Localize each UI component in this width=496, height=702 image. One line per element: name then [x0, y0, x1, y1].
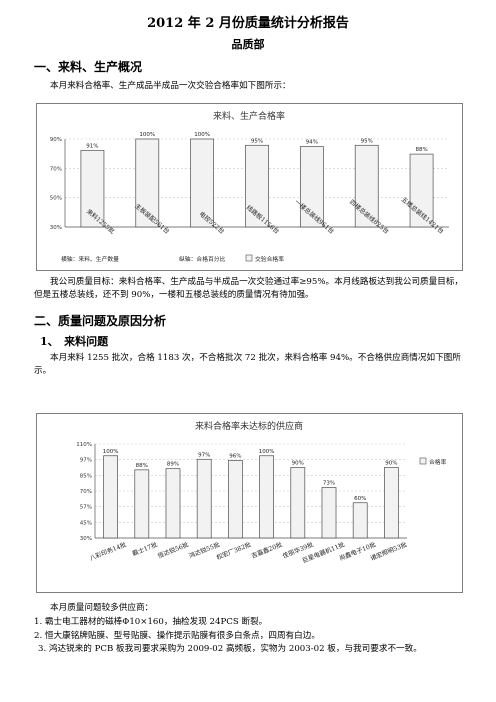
data-label: 60%: [354, 496, 366, 502]
bar: [290, 467, 306, 539]
data-label: 94%: [306, 140, 318, 146]
y-tick-label: 90%: [50, 137, 62, 143]
y-axis-caption: 纵轴：合格百分比: [179, 255, 226, 263]
data-label: 100%: [194, 132, 210, 138]
data-label: 97%: [198, 452, 210, 458]
data-label: 91%: [86, 143, 98, 149]
y-tick-label: 110%: [76, 442, 92, 448]
bar: [196, 458, 212, 539]
data-label: 89%: [167, 462, 179, 468]
problem-item: 3. 鸿达锐来的 PCB 板我司要求采购为 2009-02 高频板，实物为 20…: [38, 644, 422, 654]
y-tick-label: 30%: [50, 225, 62, 231]
chart-pass-rate-svg: 来料、生产合格率30%50%70%90%91%来料1255批100%主板装配56…: [50, 110, 449, 263]
section-2-subheading: 1、 来料问题: [40, 335, 109, 348]
section-1-intro: 本月来料合格率、生产成品半成品一次交验合格率如下图所示：: [50, 81, 291, 91]
y-tick-label: 57%: [80, 505, 92, 511]
section-1-heading: 一、来料、生产概况: [34, 60, 143, 74]
bar: [245, 144, 269, 228]
data-label: 100%: [103, 449, 119, 455]
bar: [165, 468, 181, 539]
bar: [354, 144, 379, 228]
y-tick-label: 85%: [80, 473, 92, 479]
legend-label: 交验合格率: [255, 255, 284, 263]
data-label: 90%: [385, 461, 397, 467]
category-label: 权宏厂382批: [215, 540, 252, 561]
bar: [135, 138, 160, 228]
chart-pass-rate: 来料、生产合格率 30% 50% 70% 90% 91% 来料1255批 100% 主板装配56…: [36, 103, 463, 271]
bar: [259, 455, 274, 539]
bar: [321, 487, 337, 539]
category-label: 吉嘉鑫20批: [250, 540, 283, 560]
bar: [228, 460, 243, 539]
y-tick-label: 70%: [80, 489, 92, 495]
section-1-analysis: 我公司质量目标：来料合格率、生产成品与半成品一次交验通过率≥95%。本月线路板达…: [34, 277, 464, 300]
problem-item: 2. 恒大康铭牌贴膜、型号贴膜、操作提示贴膜有很多白条点，四周有白边。: [34, 630, 320, 641]
data-label: 90%: [292, 461, 304, 467]
chart-suppliers: 来料合格率未达标的供应商 30% 45% 57% 70% 85% 97% 110% 100% 八彩…: [36, 413, 463, 593]
data-label: 88%: [415, 147, 427, 153]
problem-item: 1. 霸士电工器材的磁棒Φ10×160，抽检发现 24PCS 断裂。: [34, 617, 268, 627]
legend-swatch: [245, 254, 253, 262]
data-label: 95%: [361, 138, 373, 144]
x-axis-caption: 横轴：来料、生产数量: [61, 255, 119, 263]
data-label: 96%: [229, 453, 241, 459]
category-label: 恒达锐56批: [157, 540, 190, 560]
y-tick-label: 97%: [80, 458, 92, 464]
legend-swatch: [419, 457, 427, 465]
y-tick-label: 45%: [80, 520, 92, 526]
bar: [384, 467, 399, 539]
bar: [409, 153, 434, 228]
y-tick-label: 30%: [80, 536, 92, 542]
y-tick-label: 50%: [50, 196, 62, 202]
report-title: 2012 年 2 月份质量统计分析报告: [147, 16, 349, 31]
bar: [103, 455, 118, 539]
bar: [80, 149, 105, 228]
category-label: 霸士17批: [131, 540, 159, 557]
section-2-heading: 二、质量问题及原因分析: [34, 314, 167, 328]
problems-intro: 本月质量问题较多供应商：: [50, 603, 154, 613]
data-label: 95%: [251, 138, 263, 144]
data-label: 73%: [323, 480, 335, 486]
chart-title: 来料、生产合格率: [213, 110, 285, 122]
bar: [134, 469, 150, 539]
bar: [190, 138, 215, 228]
bar: [352, 502, 368, 539]
y-tick-label: 70%: [50, 166, 62, 172]
chart-suppliers-svg: 来料合格率未达标的供应商 30% 45% 57% 70% 85% 97% 110% 100% 八彩…: [76, 420, 447, 565]
problem-list: 1. 霸士电工器材的磁棒Φ10×160，抽检发现 24PCS 断裂。 2. 恒大…: [34, 616, 464, 657]
data-label: 100%: [259, 449, 275, 455]
section-2-intro: 本月来料 1255 批次，合格 1183 次，不合格批次 72 批次，来料合格率…: [34, 353, 461, 376]
chart-title: 来料合格率未达标的供应商: [195, 420, 303, 432]
data-label: 88%: [136, 463, 148, 469]
data-label: 100%: [139, 132, 155, 138]
bar: [299, 146, 324, 228]
legend-label: 合格率: [429, 458, 447, 466]
department-name: 品质部: [231, 38, 265, 51]
category-label: 八彩印务14批: [88, 540, 127, 562]
